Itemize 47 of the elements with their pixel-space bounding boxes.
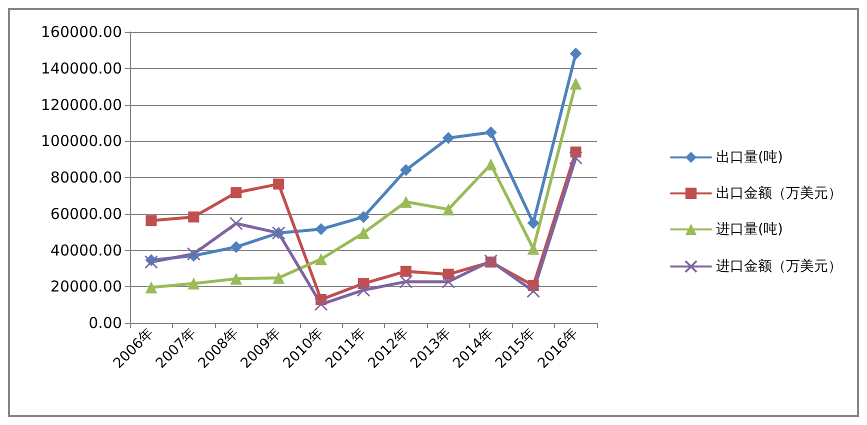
y-tick-label: 60000.00 [50,204,122,223]
point [188,278,200,290]
point [315,253,328,266]
point [570,78,582,90]
point [400,196,412,208]
point [358,210,370,223]
point [569,151,583,165]
point [400,164,412,176]
point [230,272,242,285]
legend-label: 出口金额（万美元） [716,185,842,202]
y-tick-label: 80000.00 [50,168,122,186]
point [230,240,242,253]
y-tick-label: 120000.00 [40,96,122,114]
point [314,298,328,312]
point [188,211,200,222]
point [399,274,413,288]
point [146,215,157,226]
point [527,216,540,229]
point [230,187,242,198]
point [315,223,328,236]
point [358,226,370,239]
point [356,283,370,297]
point [229,216,243,230]
point [145,281,158,294]
y-tick-label: 160000.00 [40,23,122,41]
point [570,48,582,60]
point [186,247,200,261]
legend-label: 进口金额（万美元） [716,258,842,274]
y-tick-label: 20000.00 [50,278,122,296]
point [527,242,540,255]
point [400,266,412,277]
point [144,255,158,269]
legend-label: 进口量(吨) [716,221,783,238]
point [272,272,285,284]
point [484,158,497,170]
point [442,274,456,288]
point [526,284,540,298]
legend-label: 出口量(吨) [716,149,783,166]
y-tick-label: 0.00 [88,314,122,332]
point [484,126,497,138]
point [442,132,454,144]
point [273,178,284,190]
y-tick-label: 100000.00 [40,132,122,150]
y-tick-label: 40000.00 [50,241,122,260]
point [442,203,454,216]
point [484,254,498,268]
y-tick-label: 140000.00 [40,59,122,78]
